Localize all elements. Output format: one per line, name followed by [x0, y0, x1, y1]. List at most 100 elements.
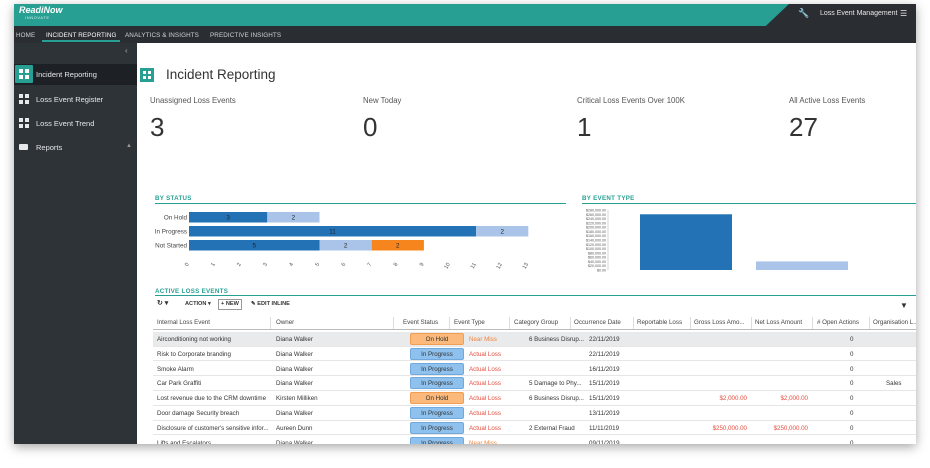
column-header[interactable]: Organisation L...: [873, 319, 916, 326]
sidebar-item-label: Incident Reporting: [36, 70, 97, 79]
column-divider[interactable]: [751, 317, 752, 329]
column-header[interactable]: Event Type: [454, 319, 485, 326]
tab-incident-reporting[interactable]: INCIDENT REPORTING: [46, 32, 117, 39]
cell-event-type: Actual Loss: [469, 424, 501, 432]
kpi-value-all-active[interactable]: 27: [789, 112, 818, 142]
section-rule: [582, 203, 916, 204]
cell-category: 6 Business Disrup...: [529, 395, 585, 403]
y-tick-label: $220,000.00: [586, 221, 606, 225]
app-title[interactable]: Loss Event Management: [820, 10, 898, 17]
cell-event: Lost revenue due to the CRM downtime: [157, 395, 267, 403]
table-row[interactable]: Door damage Security breach Diana Walker I…: [153, 406, 916, 421]
column-divider[interactable]: [509, 317, 510, 329]
collapse-sidebar-icon[interactable]: ‹: [125, 46, 128, 55]
y-tick-label: $80,000.00: [588, 251, 606, 255]
tab-home[interactable]: HOME: [16, 32, 36, 39]
kpi-label-unassigned: Unassigned Loss Events: [150, 96, 236, 105]
bar-segment[interactable]: [267, 212, 320, 223]
bar-segment[interactable]: [319, 240, 372, 251]
column-divider[interactable]: [812, 317, 813, 329]
sidebar-item-reports[interactable]: Reports ▲: [14, 137, 137, 158]
data-label: 3: [226, 215, 230, 222]
filter-icon[interactable]: ▼: [900, 301, 908, 310]
app-window: ReadiNow INNOVATE 🔧 Loss Event Managemen…: [14, 4, 916, 444]
status-badge: In Progress: [410, 377, 464, 390]
cell-open-actions: 0: [850, 424, 854, 432]
column-header[interactable]: Occurrence Date: [574, 319, 621, 326]
kpi-label-new-today: New Today: [363, 96, 402, 105]
bar-segment[interactable]: [189, 212, 268, 223]
bar[interactable]: [640, 214, 732, 270]
cell-net: $250,000.00: [773, 424, 808, 432]
table-row[interactable]: Lost revenue due to the CRM downtime Kirs…: [153, 391, 916, 406]
x-tick-label: 13: [522, 262, 530, 270]
bar-segment[interactable]: [476, 226, 529, 237]
wrench-icon[interactable]: 🔧: [798, 8, 810, 18]
column-divider[interactable]: [570, 317, 571, 329]
column-header[interactable]: # Open Actions: [817, 319, 859, 326]
table-row[interactable]: Disclosure of customer's sensitive infor…: [153, 421, 916, 436]
sidebar-item-incident-reporting[interactable]: Incident Reporting: [14, 64, 137, 85]
logo[interactable]: ReadiNow: [19, 5, 63, 15]
cell-event: Lifts and Escalators: [157, 439, 211, 444]
column-header[interactable]: Reportable Loss: [637, 319, 683, 326]
kpi-value-critical[interactable]: 1: [577, 112, 592, 142]
column-divider[interactable]: [449, 317, 450, 329]
table-row[interactable]: Car Park Graffiti Diana Walker In Progress…: [153, 376, 916, 392]
refresh-icon[interactable]: ↻ ▾: [157, 300, 169, 307]
bar-segment[interactable]: [189, 240, 320, 251]
tab-analytics-insights[interactable]: ANALYTICS & INSIGHTS: [125, 32, 199, 39]
kpi-value-new-today[interactable]: 0: [363, 112, 378, 142]
cell-event: Smoke Alarm: [157, 365, 194, 373]
column-header[interactable]: Gross Loss Amo...: [694, 319, 745, 326]
sidebar-item-loss-event-trend[interactable]: Loss Event Trend: [14, 113, 137, 134]
cell-owner: Kirsten Milliken: [276, 395, 318, 403]
y-tick-label: $0.00: [597, 269, 606, 273]
table-row[interactable]: Risk to Corporate branding Diana Walker In…: [153, 347, 916, 362]
section-rule: [155, 203, 566, 204]
hamburger-menu-icon[interactable]: ☰: [900, 9, 908, 18]
column-header[interactable]: Net Loss Amount: [755, 319, 803, 326]
status-badge: In Progress: [410, 362, 464, 375]
action-menu[interactable]: ACTION ▾: [185, 301, 211, 307]
edit-inline-button[interactable]: ✎ EDIT INLINE: [251, 301, 290, 307]
cell-event-type: Near Miss: [469, 336, 497, 343]
cell-date: 22/11/2019: [589, 350, 620, 358]
column-divider[interactable]: [633, 317, 634, 329]
table-row[interactable]: Smoke Alarm Diana Walker In Progress Actual…: [153, 362, 916, 377]
cell-date: 22/11/2019: [589, 336, 620, 343]
bar-segment[interactable]: [189, 226, 477, 237]
table-row[interactable]: Airconditioning not working Diana Walker O…: [153, 332, 916, 347]
chevron-up-icon[interactable]: ▲: [126, 143, 132, 149]
column-header[interactable]: Event Status: [403, 319, 439, 326]
table-row[interactable]: Lifts and Escalators Diana Walker In Progr…: [153, 436, 916, 444]
grid-icon: [19, 94, 29, 104]
sidebar-item-loss-event-register[interactable]: Loss Event Register: [14, 89, 137, 110]
column-header[interactable]: Category Group: [514, 319, 559, 326]
data-label: 11: [329, 229, 336, 236]
column-divider[interactable]: [270, 317, 271, 329]
y-tick-label: $280,000.00: [586, 209, 606, 213]
cell-event: Airconditioning not working: [157, 336, 231, 343]
bar[interactable]: [756, 261, 848, 270]
tab-predictive-insights[interactable]: PREDICTIVE INSIGHTS: [210, 32, 282, 39]
x-tick-label: 7: [367, 262, 374, 268]
column-divider[interactable]: [393, 317, 394, 329]
y-tick-label: $120,000.00: [586, 243, 606, 247]
cell-open-actions: 0: [850, 380, 854, 388]
cell-owner: Diana Walker: [276, 365, 313, 373]
column-header[interactable]: Internal Loss Event: [157, 319, 210, 326]
new-button[interactable]: + NEW: [218, 299, 242, 310]
y-tick-label: $260,000.00: [586, 213, 606, 217]
nav-bar: HOME INCIDENT REPORTING ANALYTICS & INSI…: [14, 26, 916, 43]
x-tick-label: 0: [184, 262, 191, 268]
cell-category: 2 External Fraud: [529, 424, 575, 432]
bar-segment[interactable]: [371, 240, 424, 251]
column-header[interactable]: Owner: [276, 319, 295, 326]
kpi-value-unassigned[interactable]: 3: [150, 112, 165, 142]
folder-icon: [19, 144, 28, 150]
cell-owner: Diana Walker: [276, 439, 313, 444]
column-divider[interactable]: [869, 317, 870, 329]
cell-date: 11/11/2019: [589, 424, 620, 432]
column-divider[interactable]: [690, 317, 691, 329]
